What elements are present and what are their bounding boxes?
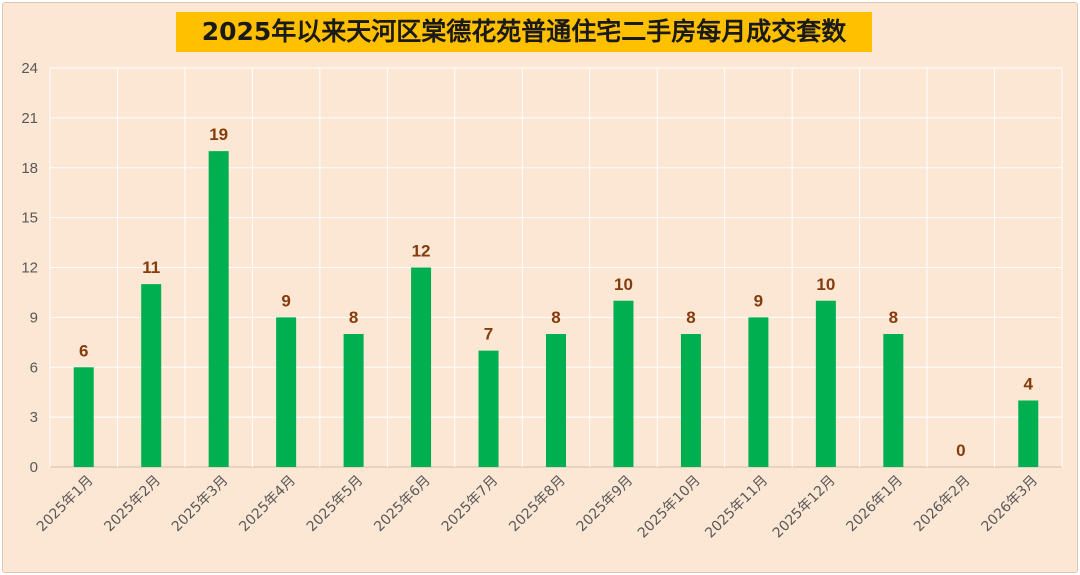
- bar: [343, 334, 364, 467]
- data-label: 9: [754, 291, 763, 310]
- data-label: 8: [889, 308, 898, 327]
- bar: [1018, 400, 1039, 467]
- data-label: 6: [79, 341, 88, 360]
- x-tick-label: 2025年7月: [439, 473, 502, 536]
- y-tick-label: 21: [21, 110, 38, 127]
- x-tick-label: 2026年1月: [844, 473, 907, 536]
- data-label: 10: [816, 275, 835, 294]
- y-tick-label: 24: [21, 60, 38, 77]
- x-tick-label: 2025年9月: [574, 473, 637, 536]
- x-tick-label: 2025年4月: [236, 473, 299, 536]
- data-label: 0: [956, 441, 965, 460]
- data-label: 12: [412, 242, 431, 261]
- bar: [73, 367, 94, 467]
- x-tick-label: 2025年10月: [635, 473, 704, 542]
- data-label: 8: [349, 308, 358, 327]
- x-tick-label: 2025年8月: [506, 473, 569, 536]
- bar: [411, 267, 432, 467]
- y-tick-label: 9: [30, 309, 38, 326]
- bar: [613, 300, 634, 467]
- bar: [208, 151, 229, 467]
- bar: [883, 334, 904, 467]
- data-label: 10: [614, 275, 633, 294]
- bar: [680, 334, 701, 467]
- x-tick-label: 2026年3月: [978, 473, 1041, 536]
- x-tick-label: 2025年1月: [34, 473, 97, 536]
- y-tick-label: 18: [21, 160, 38, 177]
- data-label: 11: [142, 258, 160, 277]
- y-tick-label: 3: [30, 409, 38, 426]
- x-tick-label: 2026年2月: [911, 473, 974, 536]
- data-label: 7: [484, 325, 493, 344]
- data-label: 8: [551, 308, 560, 327]
- bar: [276, 317, 297, 467]
- x-tick-label: 2025年11月: [702, 473, 771, 542]
- bar: [141, 284, 162, 467]
- chart-title: 2025年以来天河区棠德花苑普通住宅二手房每月成交套数: [176, 12, 872, 52]
- data-label: 9: [281, 291, 290, 310]
- x-tick-label: 2025年5月: [304, 473, 367, 536]
- x-tick-label: 2025年2月: [101, 473, 164, 536]
- bar: [748, 317, 769, 467]
- data-label: 4: [1024, 375, 1034, 394]
- y-tick-label: 15: [21, 210, 38, 227]
- x-tick-label: 2025年3月: [169, 473, 232, 536]
- bar: [478, 350, 499, 467]
- y-tick-label: 12: [21, 260, 38, 277]
- data-label: 19: [209, 125, 228, 144]
- x-tick-label: 2025年6月: [371, 473, 434, 536]
- y-tick-label: 0: [30, 459, 38, 476]
- y-tick-label: 6: [30, 359, 38, 376]
- data-label: 8: [686, 308, 695, 327]
- x-tick-label: 2025年12月: [770, 473, 839, 542]
- bar: [815, 300, 836, 467]
- bar: [546, 334, 566, 467]
